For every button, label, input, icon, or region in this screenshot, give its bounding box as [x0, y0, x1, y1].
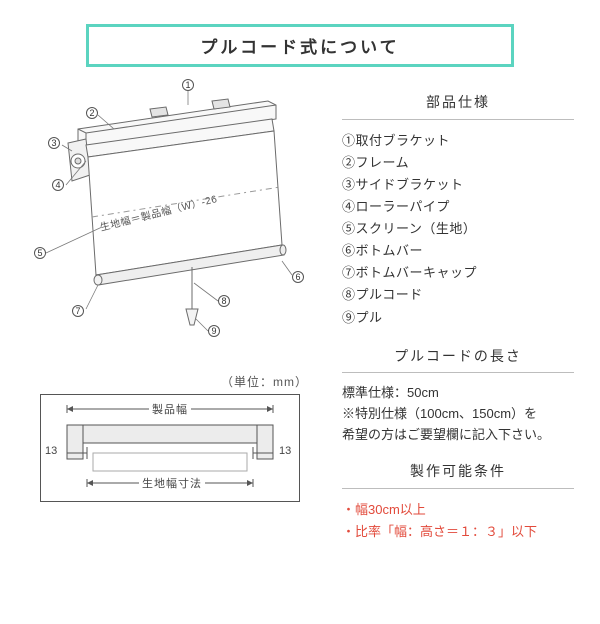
diagram-callout-1: 1: [182, 79, 194, 91]
diagram-callout-9: 9: [208, 325, 220, 337]
cord-length-line: ※特別仕様（100cm、150cm）を: [342, 404, 574, 425]
diagram-callout-7: 7: [72, 305, 84, 317]
parts-item: ③サイドブラケット: [342, 174, 574, 196]
condition-item: ・比率「幅：高さ＝１：３」以下: [342, 521, 574, 543]
diagram-callout-3: 3: [48, 137, 60, 149]
right-column: 部品仕様 ①取付ブラケット ②フレーム ③サイドブラケット ④ローラーパイプ ⑤…: [320, 85, 574, 543]
unit-label: （単位：mm）: [34, 373, 308, 390]
cord-length-heading: プルコードの長さ: [342, 345, 574, 374]
conditions-block: ・幅30cm以上 ・比率「幅：高さ＝１：３」以下: [342, 499, 574, 543]
condition-item: ・幅30cm以上: [342, 499, 574, 521]
roller-screen-diagram: 1 2 3 4 5 6 7 8 9 生地幅＝製品幅（W）-26: [42, 85, 304, 355]
cord-length-block: 標準仕様：50cm ※特別仕様（100cm、150cm）を 希望の方はご要望欄に…: [342, 383, 574, 445]
xsec-margin-right: 13: [279, 445, 291, 457]
conditions-heading: 製作可能条件: [342, 460, 574, 489]
parts-item: ①取付ブラケット: [342, 130, 574, 152]
xsec-fabric-width-label: 生地幅寸法: [139, 475, 205, 491]
left-column: 1 2 3 4 5 6 7 8 9 生地幅＝製品幅（W）-26 （単位：mm）: [34, 85, 320, 543]
xsec-margin-left: 13: [45, 445, 57, 457]
content-wrapper: 1 2 3 4 5 6 7 8 9 生地幅＝製品幅（W）-26 （単位：mm）: [0, 85, 600, 543]
parts-item: ⑤スクリーン（生地）: [342, 218, 574, 240]
cross-section-diagram: 製品幅 生地幅寸法 13 13: [40, 394, 300, 502]
diagram-callout-8: 8: [218, 295, 230, 307]
page-title: プルコード式について: [86, 24, 514, 67]
parts-item: ⑨プル: [342, 307, 574, 329]
diagram-callout-4: 4: [52, 179, 64, 191]
parts-item: ⑥ボトムバー: [342, 240, 574, 262]
parts-list: ①取付ブラケット ②フレーム ③サイドブラケット ④ローラーパイプ ⑤スクリーン…: [342, 130, 574, 329]
diagram-callout-6: 6: [292, 271, 304, 283]
xsec-product-width-label: 製品幅: [149, 401, 191, 417]
parts-item: ④ローラーパイプ: [342, 196, 574, 218]
cord-length-line: 希望の方はご要望欄に記入下さい。: [342, 425, 574, 446]
parts-item: ②フレーム: [342, 152, 574, 174]
diagram-callout-2: 2: [86, 107, 98, 119]
parts-heading: 部品仕様: [342, 91, 574, 120]
cord-length-line: 標準仕様：50cm: [342, 383, 574, 404]
parts-item: ⑦ボトムバーキャップ: [342, 262, 574, 284]
parts-item: ⑧プルコード: [342, 284, 574, 306]
diagram-callout-5: 5: [34, 247, 46, 259]
